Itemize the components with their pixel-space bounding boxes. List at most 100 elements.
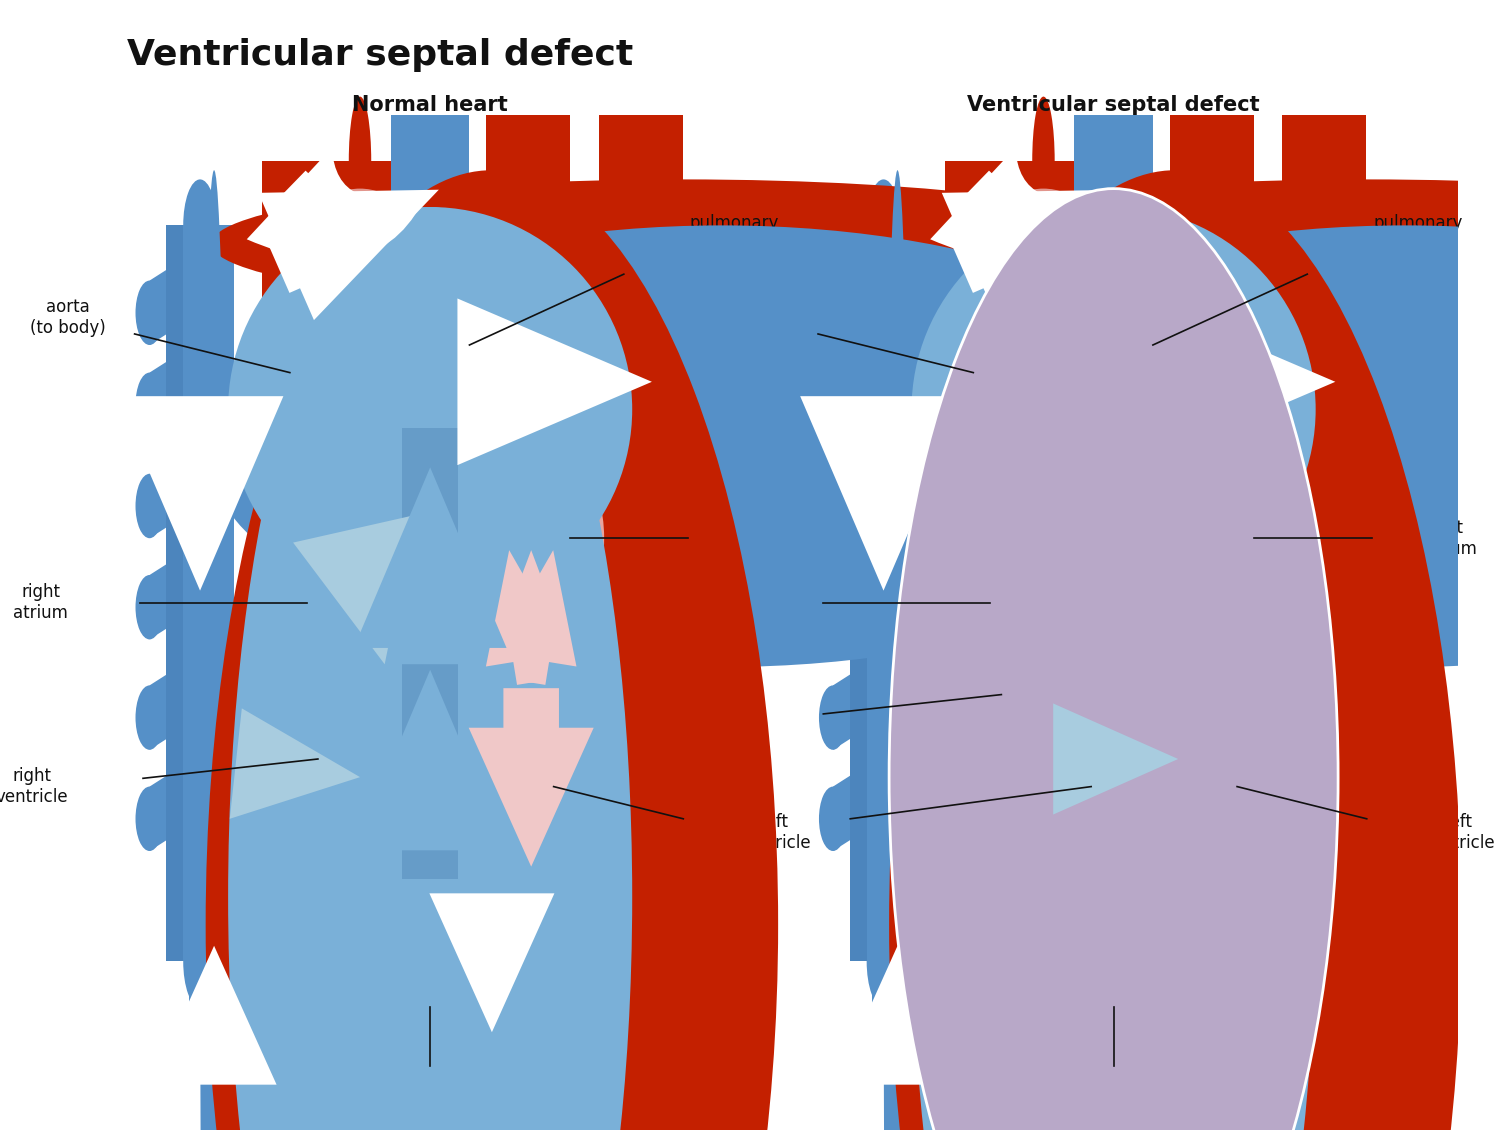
Ellipse shape bbox=[912, 207, 1316, 611]
Ellipse shape bbox=[453, 446, 632, 740]
Text: Ventricular septal defect: Ventricular septal defect bbox=[128, 38, 633, 72]
Polygon shape bbox=[464, 924, 520, 1044]
Polygon shape bbox=[150, 340, 200, 437]
Ellipse shape bbox=[251, 280, 1149, 483]
Ellipse shape bbox=[1002, 391, 1170, 611]
Text: ventricular
septal
defect: ventricular septal defect bbox=[657, 802, 747, 862]
Ellipse shape bbox=[890, 189, 1338, 1130]
Polygon shape bbox=[1310, 391, 1406, 502]
Polygon shape bbox=[1080, 160, 1142, 391]
Ellipse shape bbox=[867, 915, 900, 1008]
Ellipse shape bbox=[894, 180, 1500, 308]
Text: aorta
(to body): aorta (to body) bbox=[30, 298, 106, 337]
Ellipse shape bbox=[228, 207, 632, 1130]
Ellipse shape bbox=[987, 189, 1100, 299]
Polygon shape bbox=[833, 542, 884, 640]
Text: left
atrium: left atrium bbox=[740, 519, 794, 557]
Text: left
ventricle: left ventricle bbox=[740, 814, 812, 852]
Ellipse shape bbox=[256, 547, 357, 658]
Ellipse shape bbox=[306, 557, 576, 815]
Ellipse shape bbox=[206, 225, 1239, 667]
Polygon shape bbox=[150, 249, 200, 345]
Polygon shape bbox=[1142, 189, 1366, 299]
Polygon shape bbox=[150, 442, 200, 538]
Ellipse shape bbox=[819, 575, 848, 640]
Ellipse shape bbox=[350, 96, 370, 225]
Polygon shape bbox=[945, 160, 1012, 409]
Polygon shape bbox=[945, 160, 1142, 280]
Polygon shape bbox=[262, 160, 328, 409]
Polygon shape bbox=[627, 391, 722, 502]
Text: aorta
(to body): aorta (to body) bbox=[714, 298, 789, 337]
Polygon shape bbox=[1170, 115, 1254, 189]
Polygon shape bbox=[166, 225, 234, 962]
Polygon shape bbox=[262, 160, 458, 280]
Ellipse shape bbox=[135, 280, 164, 345]
Ellipse shape bbox=[912, 207, 1316, 1130]
Ellipse shape bbox=[1131, 428, 1287, 649]
Text: right
ventricle: right ventricle bbox=[0, 767, 68, 806]
Polygon shape bbox=[1148, 924, 1203, 1044]
Ellipse shape bbox=[819, 473, 848, 538]
Polygon shape bbox=[392, 115, 470, 299]
Polygon shape bbox=[833, 442, 884, 538]
Ellipse shape bbox=[819, 686, 848, 750]
Ellipse shape bbox=[1125, 538, 1305, 944]
Ellipse shape bbox=[200, 171, 228, 1130]
Ellipse shape bbox=[990, 557, 1260, 815]
Ellipse shape bbox=[284, 557, 408, 777]
Ellipse shape bbox=[135, 473, 164, 538]
Polygon shape bbox=[873, 924, 922, 1044]
Polygon shape bbox=[392, 409, 470, 897]
Ellipse shape bbox=[867, 180, 900, 271]
Polygon shape bbox=[189, 924, 240, 1044]
Polygon shape bbox=[402, 428, 457, 879]
Polygon shape bbox=[850, 225, 916, 962]
Ellipse shape bbox=[939, 547, 1041, 658]
Polygon shape bbox=[598, 115, 682, 189]
Text: left
ventricle: left ventricle bbox=[1422, 814, 1496, 852]
Polygon shape bbox=[458, 189, 682, 299]
Ellipse shape bbox=[441, 538, 621, 944]
Polygon shape bbox=[396, 160, 458, 391]
Ellipse shape bbox=[890, 225, 1500, 667]
Text: right
ventricle: right ventricle bbox=[675, 703, 747, 741]
Ellipse shape bbox=[228, 207, 632, 611]
Polygon shape bbox=[166, 225, 183, 962]
Polygon shape bbox=[1282, 115, 1366, 189]
Ellipse shape bbox=[211, 180, 1154, 308]
Polygon shape bbox=[363, 833, 486, 998]
Ellipse shape bbox=[135, 786, 164, 851]
Text: Ventricular septal defect: Ventricular septal defect bbox=[968, 95, 1260, 115]
Polygon shape bbox=[850, 225, 867, 962]
Polygon shape bbox=[1074, 299, 1383, 464]
Polygon shape bbox=[1074, 409, 1154, 897]
Ellipse shape bbox=[1032, 96, 1054, 225]
Text: Normal heart: Normal heart bbox=[352, 95, 509, 115]
Ellipse shape bbox=[206, 171, 778, 1130]
Text: left
atrium: left atrium bbox=[1422, 519, 1478, 557]
Text: pulmonary
artery
(to lungs): pulmonary artery (to lungs) bbox=[690, 214, 780, 273]
Ellipse shape bbox=[819, 373, 848, 437]
Ellipse shape bbox=[934, 280, 1500, 483]
Polygon shape bbox=[150, 542, 200, 640]
Ellipse shape bbox=[135, 373, 164, 437]
Text: pulmonary
artery
(to lungs): pulmonary artery (to lungs) bbox=[1374, 214, 1462, 273]
Ellipse shape bbox=[183, 180, 218, 271]
Ellipse shape bbox=[968, 557, 1090, 777]
Ellipse shape bbox=[318, 391, 486, 611]
Polygon shape bbox=[1074, 115, 1154, 299]
Ellipse shape bbox=[819, 786, 848, 851]
Ellipse shape bbox=[447, 428, 604, 649]
Polygon shape bbox=[150, 653, 200, 750]
Text: right
atrium: right atrium bbox=[13, 583, 67, 622]
Polygon shape bbox=[833, 755, 884, 851]
Ellipse shape bbox=[183, 915, 218, 1008]
Polygon shape bbox=[1086, 428, 1142, 879]
Ellipse shape bbox=[1136, 446, 1316, 740]
Ellipse shape bbox=[135, 686, 164, 750]
Polygon shape bbox=[392, 299, 699, 464]
Ellipse shape bbox=[884, 171, 912, 1130]
Text: septum: septum bbox=[399, 1083, 462, 1101]
Ellipse shape bbox=[1158, 611, 1270, 906]
